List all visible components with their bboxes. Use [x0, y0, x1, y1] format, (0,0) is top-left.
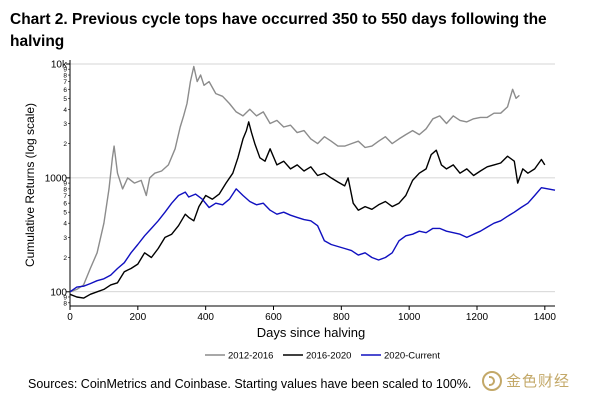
legend-label-2012-2016: 2012-2016: [228, 351, 273, 362]
y-minor-tick-label: 6: [63, 201, 67, 208]
grid-layer: [70, 63, 555, 293]
y-minor-tick-label: 9: [63, 294, 67, 301]
y-minor-tick-label: 8: [63, 73, 67, 80]
x-tick-label: 1200: [466, 312, 489, 323]
x-tick-label: 200: [129, 312, 146, 323]
y-minor-tick-label: 8: [63, 186, 67, 193]
x-tick-label: 0: [67, 312, 73, 323]
chart-title: Chart 2. Previous cycle tops have occurr…: [10, 11, 547, 50]
y-minor-tick-label: 7: [63, 193, 67, 200]
x-tick-label: 600: [265, 312, 282, 323]
y-minor-tick-label: 5: [63, 210, 67, 217]
y-minor-tick-label: 6: [63, 87, 67, 94]
series-layer: [69, 65, 556, 299]
y-minor-tick-label: 4: [63, 221, 67, 228]
y-minor-tick-label: 7: [63, 79, 67, 86]
y-minor-tick-label: 9: [63, 67, 67, 74]
x-tick-label: 1400: [534, 312, 557, 323]
y-minor-tick-label: 9: [63, 181, 67, 188]
series-line-2020-Current: [69, 187, 556, 293]
y-minor-tick-label: 4: [63, 107, 67, 114]
x-tick-label: 400: [197, 312, 214, 323]
y-minor-tick-label: 3: [63, 235, 67, 242]
source-note: Sources: CoinMetrics and Coinbase. Start…: [28, 377, 472, 391]
y-minor-tick-label: 8: [63, 300, 67, 307]
y-tick-label: 1000: [45, 173, 68, 184]
series-line-2016-2020: [69, 121, 546, 299]
x-tick-label: 1000: [398, 312, 421, 323]
legend: 2012-2016 2016-2020 2020-Current: [205, 351, 440, 362]
ticks-layer: 0 200 400 600 800 1000 1200 1400100100010k89234…: [45, 60, 557, 324]
legend-label-2020-Current: 2020-Current: [384, 351, 440, 362]
y-minor-tick-label: 5: [63, 96, 67, 103]
y-tick-label: 100: [50, 287, 67, 298]
series-line-2012-2016: [69, 65, 520, 293]
watermark-logo-icon: [482, 370, 502, 391]
y-tick-label: 10k: [51, 60, 68, 71]
x-axis-label: Days since halving: [257, 325, 365, 340]
legend-label-2016-2020: 2016-2020: [306, 351, 351, 362]
y-minor-tick-label: 2: [63, 255, 67, 262]
watermark: 金色财经: [482, 370, 570, 391]
y-minor-tick-label: 2: [63, 141, 67, 148]
x-tick-label: 800: [333, 312, 350, 323]
watermark-text: 金色财经: [506, 373, 571, 390]
y-axis-label: Cumulative Returns (log scale): [23, 103, 37, 267]
y-minor-tick-label: 3: [63, 121, 67, 128]
